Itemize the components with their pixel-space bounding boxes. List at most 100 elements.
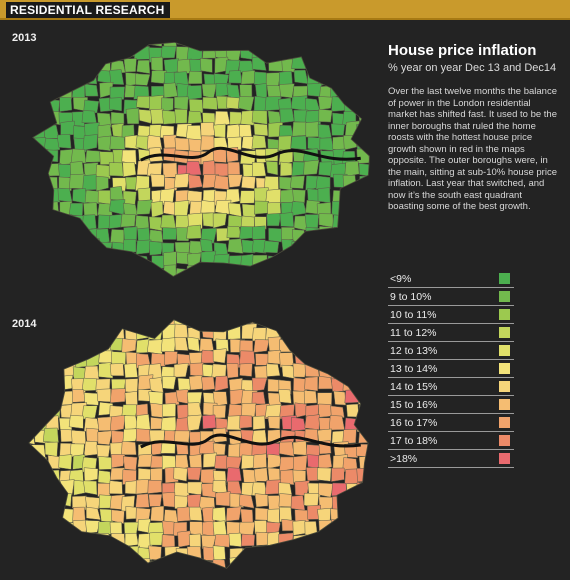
borough-shape [83,441,99,457]
borough-shape [344,200,360,217]
legend-label: 16 to 17% [390,417,438,429]
borough-shape [307,136,323,151]
borough-shape [241,278,255,282]
borough-shape [98,21,110,33]
borough-shape [110,388,126,404]
borough-shape [186,467,202,481]
borough-shape [371,136,380,150]
borough-shape [292,520,307,536]
borough-shape [278,70,293,86]
borough-shape [240,508,254,524]
borough-shape [278,493,292,508]
borough-shape [369,480,380,494]
borough-shape [345,254,361,270]
borough-shape [188,138,203,153]
borough-shape [212,348,227,364]
borough-shape [212,391,228,407]
borough-shape [31,20,45,33]
borough-shape [122,190,137,206]
borough-shape [369,405,380,419]
borough-shape [32,238,46,254]
borough-shape [370,20,380,31]
borough-shape [136,199,153,215]
borough-shape [174,323,189,339]
borough-shape [357,505,369,521]
borough-shape [372,376,380,388]
borough-shape [124,532,139,547]
borough-shape [372,417,380,433]
borough-shape [238,266,254,277]
borough-shape [200,349,216,364]
borough-shape [307,324,323,339]
borough-shape [239,84,253,99]
borough-shape [111,454,126,469]
borough-shape [239,350,256,365]
borough-shape [83,467,99,482]
borough-shape [356,253,370,267]
borough-shape [254,467,269,482]
borough-shape [174,108,188,124]
borough-shape [174,268,191,277]
borough-shape [189,302,203,315]
borough-shape [95,228,110,245]
borough-shape [148,280,163,282]
borough-shape [160,337,177,353]
borough-shape [188,533,202,549]
borough-shape [188,374,203,391]
borough-shape [186,546,202,561]
borough-shape [342,175,357,190]
borough-shape [343,42,359,46]
borough-shape [201,83,218,99]
borough-shape [138,319,153,328]
borough-shape [32,319,46,326]
borough-shape [149,20,162,32]
borough-shape [294,351,308,366]
borough-shape [150,200,164,218]
borough-shape [370,363,380,379]
borough-shape [135,414,151,431]
borough-shape [241,239,256,254]
borough-shape [264,96,282,111]
borough-shape [280,161,293,177]
borough-shape [291,264,305,277]
borough-shape [34,350,49,366]
borough-shape [331,467,345,482]
borough-shape [121,404,139,417]
borough-shape [32,95,36,110]
borough-shape [32,42,33,46]
borough-shape [371,301,380,315]
borough-shape [32,548,46,563]
borough-shape [85,496,101,510]
borough-shape [305,242,321,256]
borough-shape [32,84,47,99]
borough-shape [267,508,280,524]
borough-shape [318,338,334,353]
borough-shape [331,378,345,392]
borough-shape [112,44,127,58]
borough-shape [72,389,86,403]
borough-shape [57,59,73,73]
borough-shape [175,389,189,404]
borough-shape [47,280,59,282]
borough-shape [263,240,280,254]
borough-shape [46,21,59,35]
borough-shape [32,150,36,164]
borough-shape [189,281,203,282]
borough-shape [122,162,137,178]
borough-shape [28,340,35,356]
borough-shape [28,558,35,569]
borough-shape [111,574,125,575]
borough-shape [83,480,98,496]
borough-shape [98,319,113,325]
borough-shape [369,202,370,218]
borough-shape [99,508,113,523]
borough-shape [98,97,113,112]
borough-shape [330,558,346,569]
borough-shape [109,266,124,277]
borough-shape [189,521,205,536]
borough-shape [278,482,293,497]
borough-shape [370,391,380,403]
borough-shape [202,574,214,575]
borough-shape [355,59,370,75]
borough-shape [60,326,75,341]
